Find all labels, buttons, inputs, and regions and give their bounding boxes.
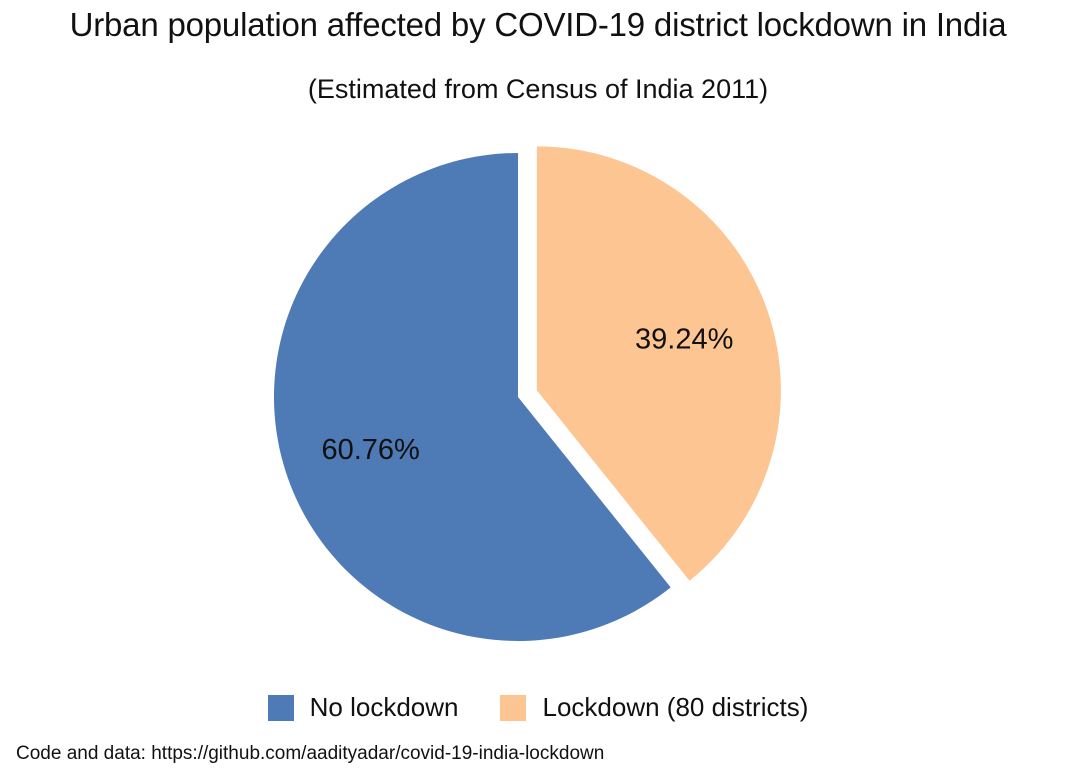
slice-no-lockdown	[273, 153, 671, 642]
slice-lockdown	[536, 146, 781, 581]
legend-swatch-no-lockdown	[267, 694, 294, 721]
source-footer: Code and data: https://github.com/aadity…	[16, 743, 605, 764]
slice-label-no-lockdown: 60.76%	[321, 434, 419, 466]
legend-label-lockdown: Lockdown (80 districts)	[542, 692, 809, 722]
legend-item-no-lockdown: No lockdown	[267, 692, 459, 723]
legend-item-lockdown: Lockdown (80 districts)	[500, 692, 808, 723]
legend-label-no-lockdown: No lockdown	[309, 692, 459, 722]
slice-label-lockdown: 39.24%	[635, 324, 733, 356]
legend: No lockdown Lockdown (80 districts)	[0, 692, 1076, 723]
legend-swatch-lockdown	[500, 694, 527, 721]
chart-subtitle: (Estimated from Census of India 2011)	[307, 74, 769, 104]
chart-title: Urban population affected by COVID-19 di…	[69, 6, 1007, 43]
